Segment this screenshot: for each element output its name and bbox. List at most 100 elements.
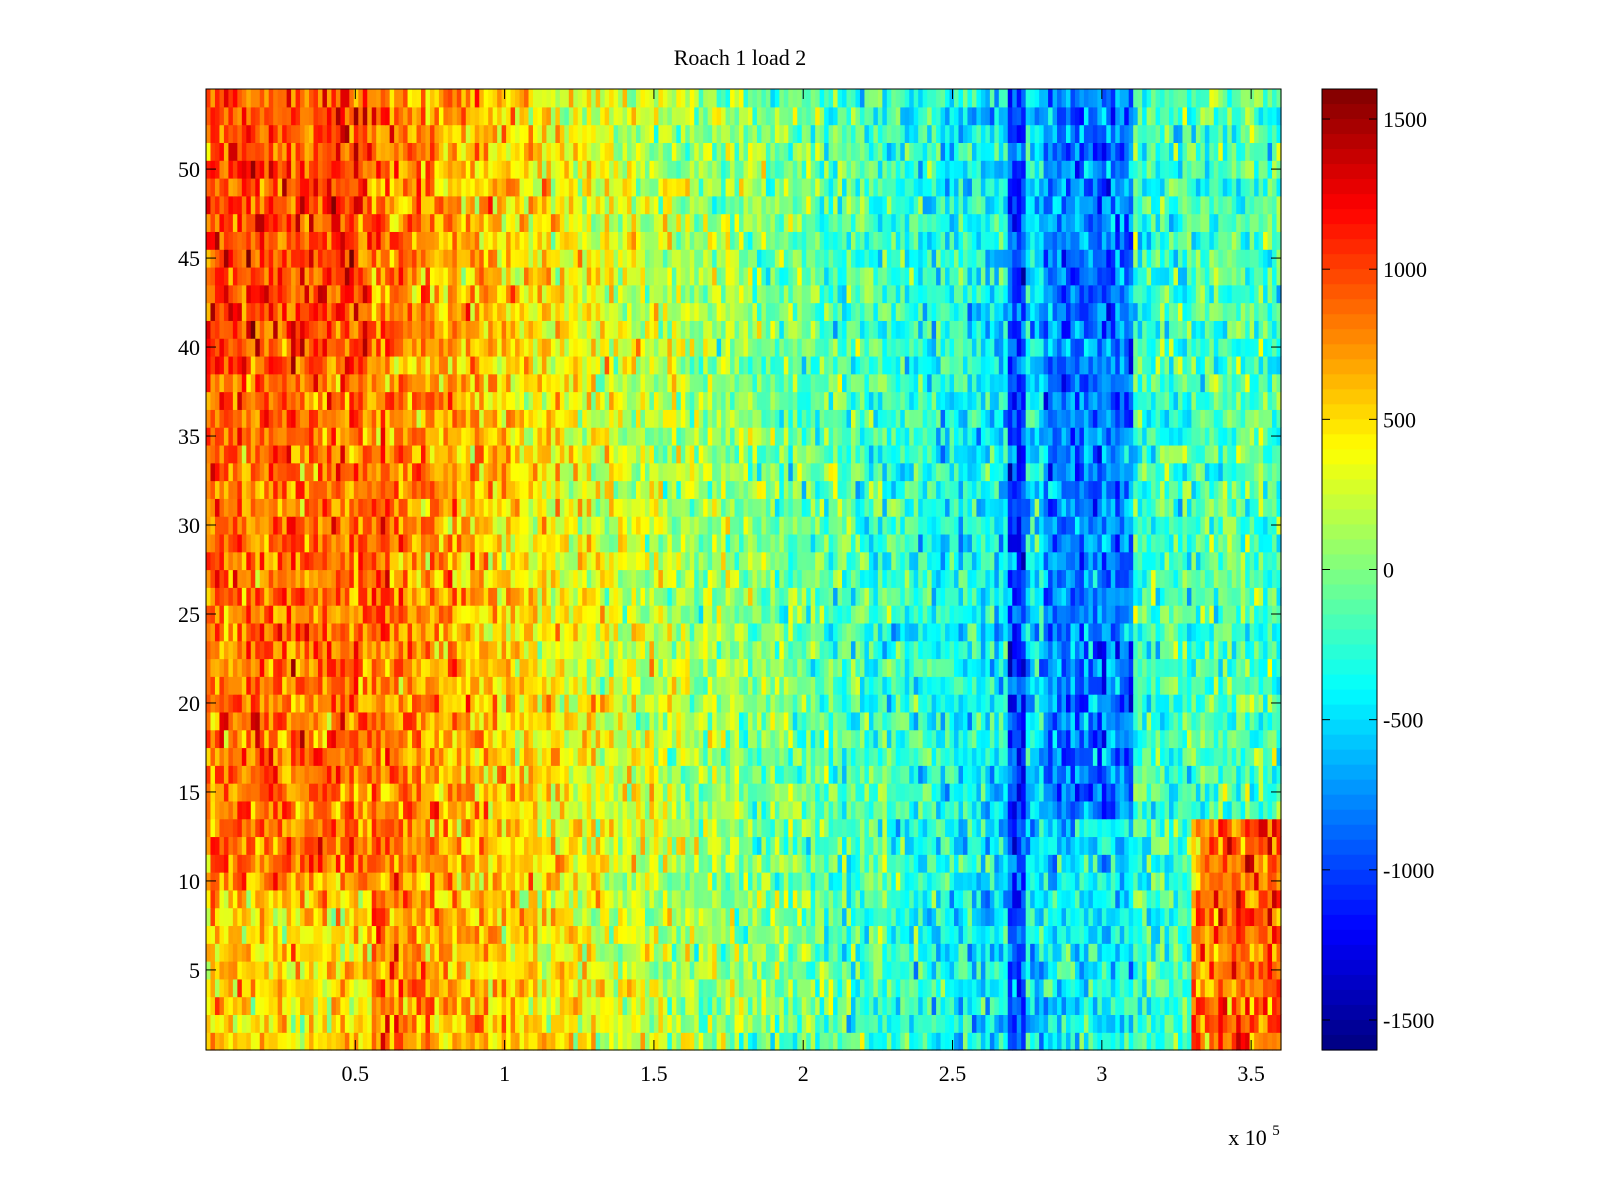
heatmap-cell bbox=[922, 818, 928, 838]
heatmap-cell bbox=[658, 854, 664, 873]
heatmap-cell bbox=[1222, 907, 1228, 927]
heatmap-cell bbox=[622, 943, 628, 962]
heatmap-cell bbox=[295, 783, 301, 802]
heatmap-cell bbox=[389, 836, 395, 855]
heatmap-cell bbox=[725, 765, 731, 784]
heatmap-cell bbox=[421, 747, 427, 766]
heatmap-cell bbox=[1061, 907, 1067, 927]
heatmap-cell bbox=[994, 1032, 1000, 1051]
heatmap-cell bbox=[662, 747, 668, 766]
heatmap-cell bbox=[474, 996, 480, 1016]
heatmap-cell bbox=[1218, 872, 1224, 891]
heatmap-cell bbox=[246, 729, 252, 749]
heatmap-cell bbox=[962, 729, 969, 749]
heatmap-cell bbox=[792, 818, 798, 838]
heatmap-cell bbox=[904, 925, 910, 944]
heatmap-cell bbox=[1021, 996, 1027, 1016]
heatmap-cell bbox=[1249, 765, 1255, 784]
heatmap-cell bbox=[936, 747, 942, 766]
heatmap-cell bbox=[573, 711, 579, 731]
heatmap-cell bbox=[1048, 783, 1054, 802]
heatmap-cell bbox=[1057, 747, 1063, 766]
heatmap-cell bbox=[824, 889, 830, 909]
heatmap-cell bbox=[918, 694, 924, 713]
heatmap-cell bbox=[331, 889, 337, 909]
heatmap-cell bbox=[618, 836, 624, 855]
heatmap-cell bbox=[958, 783, 964, 802]
heatmap-cell bbox=[416, 872, 422, 891]
heatmap-cell bbox=[246, 676, 252, 695]
heatmap-cell bbox=[1070, 978, 1076, 998]
heatmap-cell bbox=[291, 1032, 297, 1051]
heatmap-cell bbox=[788, 765, 794, 784]
heatmap-cell bbox=[452, 711, 458, 731]
heatmap-cell bbox=[1240, 800, 1246, 820]
heatmap-cell bbox=[1272, 765, 1278, 784]
heatmap-cell bbox=[322, 818, 328, 838]
heatmap-cell bbox=[976, 676, 982, 695]
heatmap-cell bbox=[667, 694, 673, 713]
heatmap-cell bbox=[295, 729, 301, 749]
heatmap-cell bbox=[268, 783, 274, 802]
heatmap-cell bbox=[653, 711, 659, 731]
heatmap-cell bbox=[425, 783, 431, 802]
heatmap-cell bbox=[1195, 1032, 1201, 1051]
heatmap-cell bbox=[1012, 747, 1018, 766]
heatmap-cell bbox=[667, 889, 673, 909]
heatmap-cell bbox=[524, 907, 530, 927]
heatmap-cell bbox=[846, 943, 852, 962]
heatmap-cell bbox=[788, 996, 794, 1016]
heatmap-cell bbox=[980, 907, 986, 927]
heatmap-cell bbox=[1160, 943, 1166, 962]
heatmap-cell bbox=[1191, 818, 1197, 838]
heatmap-cell bbox=[622, 961, 628, 980]
heatmap-cell bbox=[1097, 978, 1103, 998]
heatmap-cell bbox=[309, 836, 315, 855]
heatmap-cell bbox=[667, 800, 673, 820]
heatmap-cell bbox=[662, 854, 668, 873]
heatmap-cell bbox=[1007, 765, 1013, 784]
heatmap-cell bbox=[1092, 889, 1098, 909]
heatmap-cell bbox=[1182, 943, 1188, 962]
heatmap-cell bbox=[1267, 747, 1273, 766]
heatmap-cell bbox=[980, 1032, 986, 1051]
heatmap-cell bbox=[488, 729, 494, 749]
heatmap-cell bbox=[582, 978, 588, 998]
heatmap-cell bbox=[1074, 747, 1081, 766]
heatmap-cell bbox=[877, 800, 883, 820]
heatmap-cell bbox=[730, 1032, 736, 1051]
heatmap-cell bbox=[394, 889, 400, 909]
heatmap-cell bbox=[1074, 889, 1081, 909]
heatmap-cell bbox=[416, 1032, 422, 1051]
heatmap-cell bbox=[515, 961, 521, 980]
heatmap-cell bbox=[353, 854, 359, 873]
heatmap-cell bbox=[1057, 836, 1063, 855]
heatmap-cell bbox=[206, 836, 212, 855]
heatmap-cell bbox=[438, 800, 444, 820]
heatmap-cell bbox=[1200, 800, 1206, 820]
heatmap-cell bbox=[322, 854, 328, 873]
heatmap-cell bbox=[895, 818, 901, 838]
heatmap-cell bbox=[340, 729, 346, 749]
heatmap-cell bbox=[456, 711, 462, 731]
heatmap-cell bbox=[891, 872, 897, 891]
heatmap-cell bbox=[331, 907, 337, 927]
heatmap-cell bbox=[577, 872, 583, 891]
heatmap-cell bbox=[604, 800, 610, 820]
heatmap-cell bbox=[255, 729, 261, 749]
heatmap-cell bbox=[622, 907, 628, 927]
heatmap-cell bbox=[743, 943, 749, 962]
heatmap-cell bbox=[389, 961, 395, 980]
heatmap-cell bbox=[555, 711, 561, 731]
heatmap-cell bbox=[519, 747, 525, 766]
heatmap-cell bbox=[1119, 925, 1125, 944]
heatmap-cell bbox=[1137, 978, 1143, 998]
heatmap-cell bbox=[219, 1014, 225, 1033]
heatmap-cell bbox=[380, 996, 386, 1016]
heatmap-cell bbox=[210, 836, 216, 855]
heatmap-cell bbox=[618, 729, 624, 749]
heatmap-cell bbox=[1173, 1014, 1179, 1033]
heatmap-cell bbox=[1012, 676, 1018, 695]
heatmap-cell bbox=[1083, 765, 1089, 784]
heatmap-cell bbox=[577, 1032, 583, 1051]
